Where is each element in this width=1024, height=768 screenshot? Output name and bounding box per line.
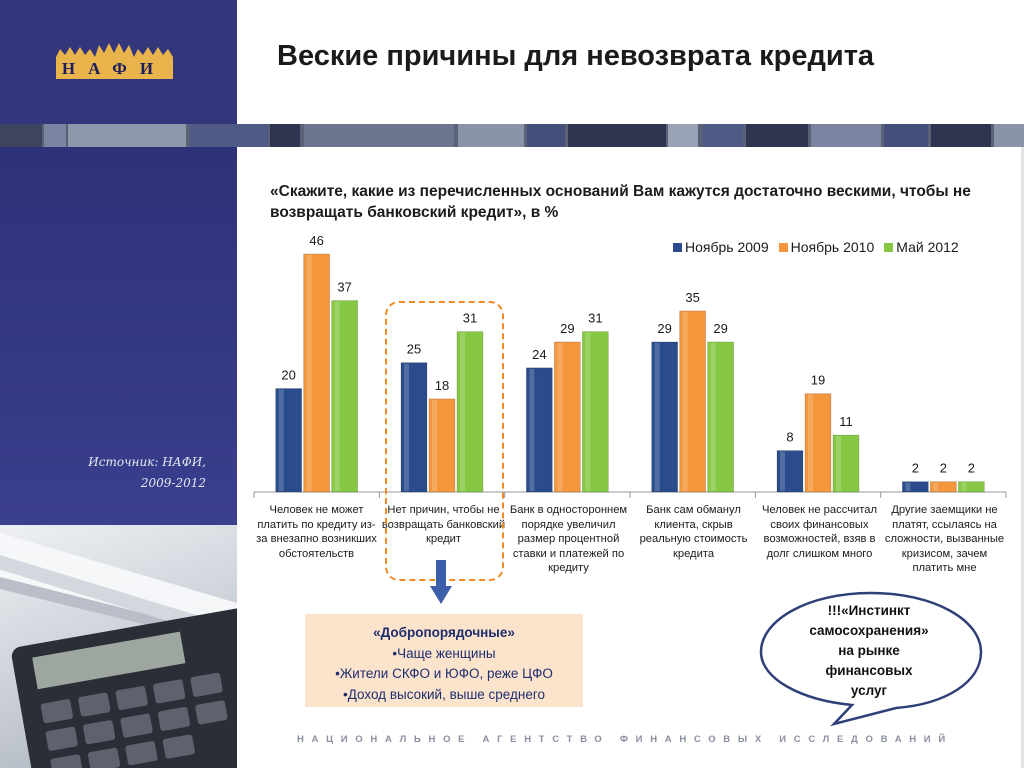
category-label: Нет причин, чтобы не возвращать банковск… — [381, 504, 506, 545]
bar-nov2010 — [929, 481, 957, 493]
bar-highlight — [836, 436, 841, 491]
bar-highlight — [460, 332, 465, 491]
bar-highlight — [682, 311, 688, 491]
legend-swatch-may2012 — [884, 242, 894, 252]
data-label: 25 — [407, 342, 421, 357]
category-label: Банк в одностороннем порядке увеличил ра… — [509, 504, 628, 574]
bar-highlight — [432, 399, 437, 491]
data-label: 24 — [532, 347, 546, 362]
bar-highlight — [529, 368, 535, 491]
calculator-photo — [0, 525, 237, 768]
bar-may2012 — [957, 481, 985, 493]
data-label: 19 — [811, 373, 825, 388]
bar-highlight — [933, 482, 939, 491]
category-label: Банк сам обманул клиента, скрыв реальную… — [639, 504, 748, 560]
data-label: 2 — [968, 461, 975, 476]
nafi-logo: НАФИ — [52, 35, 180, 83]
bar-highlight — [334, 301, 340, 491]
data-label: 46 — [309, 233, 323, 248]
bar-may2012 — [581, 331, 609, 493]
data-label: 29 — [713, 321, 727, 336]
data-label: 2 — [940, 461, 947, 476]
legend-item-nov2010: Ноябрь 2010 — [778, 239, 875, 255]
legend-item-nov2009: Ноябрь 2009 — [673, 239, 769, 255]
legend-swatch-nov2009 — [673, 242, 682, 252]
bar-may2012 — [707, 341, 735, 493]
data-label: 29 — [560, 321, 574, 336]
bar-highlight — [278, 389, 284, 491]
legend-label: Ноябрь 2010 — [790, 239, 875, 255]
bar-nov2010 — [553, 341, 581, 493]
callout-item: •Чаще женщины — [392, 645, 496, 661]
data-label: 2 — [912, 461, 919, 476]
data-label: 20 — [281, 368, 295, 383]
bar-may2012 — [456, 331, 484, 493]
source-line: Источник: НАФИ, — [88, 455, 206, 469]
page-title: Веские причины для невозврата кредита — [277, 40, 875, 72]
bar-highlight — [585, 332, 591, 491]
bubble-line: самосохранения» — [809, 623, 929, 638]
bar-highlight — [905, 482, 911, 491]
bar-highlight — [710, 342, 716, 491]
down-arrow-icon — [430, 560, 452, 604]
data-label: 8 — [786, 430, 793, 445]
source-note: Источник: НАФИ, 2009-2012 — [86, 452, 206, 494]
bar-nov2009 — [400, 362, 428, 493]
highlight-box — [385, 301, 504, 581]
legend-label: Ноябрь 2009 — [685, 239, 769, 255]
bubble-line: услуг — [850, 683, 888, 698]
bar-may2012 — [832, 434, 860, 493]
data-label: 31 — [463, 311, 477, 326]
bar-nov2010 — [428, 398, 456, 493]
title-area — [237, 0, 1024, 124]
category-label: Человек не рассчитал своих финансовых во… — [761, 504, 878, 560]
callout-title: «Добропорядочные» — [373, 625, 515, 640]
bar-nov2010 — [303, 253, 331, 493]
bar-nov2009 — [275, 388, 303, 493]
data-label: 35 — [685, 290, 699, 305]
bar-nov2009 — [776, 450, 804, 493]
logo-text: НАФИ — [61, 59, 167, 78]
decorative-stripe — [0, 124, 1024, 147]
bubble-line: !!!«Инстинкт — [827, 603, 911, 618]
bubble-line: на рынке — [838, 643, 900, 658]
footer-tagline: НАЦИОНАЛЬНОЕ АГЕНТСТВО ФИНАНСОВЫХ ИССЛЕД… — [297, 734, 953, 745]
bar-nov2010 — [804, 393, 832, 493]
source-years: 2009-2012 — [140, 476, 206, 490]
right-edge — [1021, 147, 1024, 768]
callout-box: «Добропорядочные» •Чаще женщины •Жители … — [305, 614, 583, 707]
bar-highlight — [404, 363, 409, 491]
legend-swatch-nov2010 — [778, 242, 788, 252]
bar-highlight — [654, 342, 660, 491]
callout-item: •Жители СКФО и ЮФО, реже ЦФО — [335, 666, 553, 681]
category-label: Другие заемщики не платят, ссылаясь на с… — [884, 504, 1005, 574]
data-label: 11 — [839, 414, 853, 429]
bar-highlight — [808, 394, 813, 491]
bar-highlight — [557, 342, 563, 491]
bubble-line: финансовых — [825, 663, 913, 678]
chart-title: «Скажите, какие из перечисленных основан… — [270, 183, 971, 221]
legend-item-may2012: Май 2012 — [884, 239, 959, 255]
sidebar-panel — [0, 147, 237, 525]
data-label: 18 — [435, 378, 449, 393]
data-label: 29 — [657, 321, 671, 336]
bar-nov2009 — [525, 367, 553, 493]
data-label: 37 — [337, 280, 351, 295]
bar-highlight — [306, 255, 312, 491]
bar-nov2009 — [651, 341, 679, 493]
bar-nov2009 — [901, 481, 929, 493]
data-label: 31 — [588, 311, 602, 326]
bar-may2012 — [331, 300, 359, 493]
bubble-text: !!!«Инстинкт самосохранения» на рынке фи… — [779, 601, 959, 701]
legend-label: Май 2012 — [896, 239, 959, 255]
chart-legend: Ноябрь 2009 Ноябрь 2010 Май 2012 — [673, 239, 959, 255]
bar-nov2010 — [679, 310, 707, 493]
speech-bubble — [759, 591, 983, 727]
bar-highlight — [780, 451, 785, 491]
category-label: Человек не может платить по кредиту из-з… — [256, 504, 377, 560]
callout-item: •Доход высокий, выше среднего — [343, 686, 545, 702]
bar-highlight — [961, 482, 967, 491]
